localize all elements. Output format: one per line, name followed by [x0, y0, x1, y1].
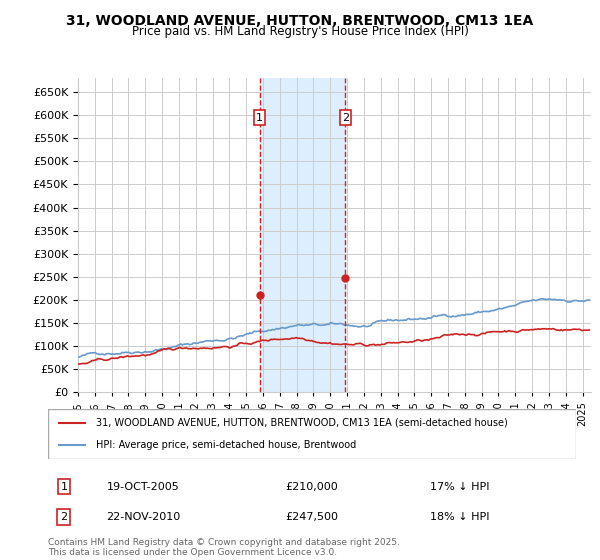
Text: 31, WOODLAND AVENUE, HUTTON, BRENTWOOD, CM13 1EA (semi-detached house): 31, WOODLAND AVENUE, HUTTON, BRENTWOOD, …: [95, 418, 507, 428]
Text: 1: 1: [256, 113, 263, 123]
Text: Contains HM Land Registry data © Crown copyright and database right 2025.
This d: Contains HM Land Registry data © Crown c…: [48, 538, 400, 557]
Bar: [260, 78, 346, 392]
Text: 31, WOODLAND AVENUE, HUTTON, BRENTWOOD, CM13 1EA: 31, WOODLAND AVENUE, HUTTON, BRENTWOOD, …: [67, 14, 533, 28]
Text: 17% ↓ HPI: 17% ↓ HPI: [430, 482, 490, 492]
Text: 18% ↓ HPI: 18% ↓ HPI: [430, 512, 490, 522]
Text: 22-NOV-2010: 22-NOV-2010: [106, 512, 180, 522]
Text: £210,000: £210,000: [286, 482, 338, 492]
Text: HPI: Average price, semi-detached house, Brentwood: HPI: Average price, semi-detached house,…: [95, 440, 356, 450]
Text: 19-OCT-2005: 19-OCT-2005: [107, 482, 179, 492]
FancyBboxPatch shape: [48, 409, 576, 459]
Text: 2: 2: [342, 113, 349, 123]
Text: £247,500: £247,500: [286, 512, 338, 522]
Text: Price paid vs. HM Land Registry's House Price Index (HPI): Price paid vs. HM Land Registry's House …: [131, 25, 469, 38]
Text: 1: 1: [61, 482, 67, 492]
Text: 2: 2: [60, 512, 67, 522]
